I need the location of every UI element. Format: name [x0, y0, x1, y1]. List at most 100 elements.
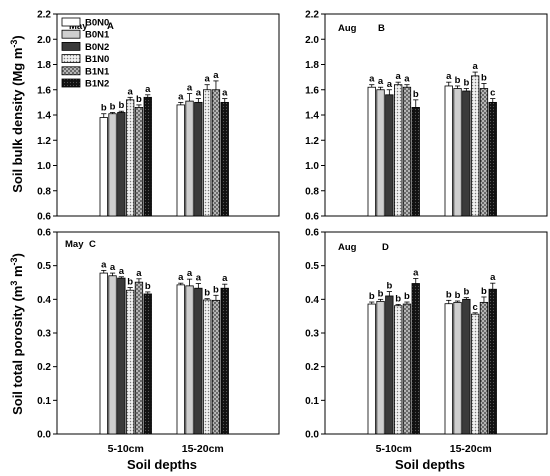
significance-letter: a — [187, 268, 193, 279]
x-category-label: 15-20cm — [182, 443, 224, 455]
bar-b1n2-5-10cm — [143, 293, 152, 435]
significance-letter: a — [490, 272, 496, 283]
y-tick-label: 0.0 — [305, 430, 319, 441]
bar-b0n2-15-20cm — [194, 101, 203, 217]
significance-letter: a — [404, 74, 410, 85]
bar-b0n2-15-20cm — [462, 298, 471, 435]
significance-letter: b — [204, 288, 210, 299]
bar-b1n1-15-20cm — [479, 88, 489, 217]
significance-letter: b — [463, 287, 469, 298]
bar-b0n1-15-20cm — [185, 285, 194, 435]
bar-b0n1-5-10cm — [108, 275, 117, 435]
significance-letter: a — [119, 266, 125, 277]
bar-b0n2-15-20cm — [194, 287, 203, 435]
significance-letter: b — [446, 289, 452, 300]
bar-b1n2-15-20cm — [220, 287, 229, 435]
bar-b1n1-5-10cm — [402, 303, 412, 435]
y-tick-label: 2.2 — [305, 10, 319, 21]
y-tick-label: 1.2 — [37, 136, 51, 147]
bar-b1n2-15-20cm — [220, 101, 229, 217]
significance-letter: a — [222, 88, 228, 99]
significance-letter: b — [404, 291, 410, 302]
significance-letter: b — [145, 281, 151, 292]
significance-letter: a — [187, 83, 193, 94]
y-tick-label: 0.2 — [305, 362, 319, 373]
bar-b1n2-5-10cm — [143, 96, 152, 217]
legend-label-b0n1: B0N1 — [85, 30, 110, 41]
y-tick-label: 0.1 — [37, 396, 51, 407]
significance-letter: b — [395, 293, 401, 304]
significance-letter: b — [136, 94, 142, 105]
legend-label-b0n2: B0N2 — [85, 42, 109, 53]
significance-letter: c — [473, 302, 478, 313]
bar-b0n0-5-10cm — [99, 117, 108, 217]
significance-letter: a — [396, 71, 402, 82]
legend-swatch-b1n0 — [61, 54, 81, 63]
bar-b0n0-5-10cm — [367, 303, 376, 435]
bar-b1n0-5-10cm — [393, 84, 403, 217]
significance-letter: a — [101, 259, 107, 270]
y-tick-label: 0.6 — [37, 212, 51, 223]
panel-letter: B — [378, 23, 385, 34]
significance-letter: b — [369, 291, 375, 302]
bar-b1n1-15-20cm — [211, 299, 221, 435]
significance-letter: a — [178, 272, 184, 283]
bar-b1n2-15-20cm — [488, 101, 497, 217]
bar-b1n1-15-20cm — [479, 301, 489, 435]
y-tick-label: 2.2 — [37, 10, 51, 21]
legend-swatch-b0n1 — [61, 29, 81, 39]
significance-letter: a — [369, 74, 375, 85]
bar-b1n0-5-10cm — [393, 305, 403, 435]
bar-b1n0-15-20cm — [470, 313, 480, 435]
plot-frame — [56, 231, 280, 435]
x-axis-label-right: Soil depths — [395, 457, 465, 472]
significance-letter: a — [378, 76, 384, 87]
legend-label-b1n2: B1N2 — [85, 79, 109, 90]
x-category-label: 5-10cm — [376, 443, 412, 455]
y-tick-label: 0.4 — [305, 295, 319, 306]
bar-b0n2-5-10cm — [385, 295, 394, 435]
month-label: May — [65, 239, 84, 250]
y-tick-label: 2.0 — [37, 35, 51, 46]
significance-letter: b — [386, 281, 392, 292]
significance-letter: b — [378, 288, 384, 299]
significance-letter: b — [213, 284, 219, 295]
y-tick-label: 0.6 — [305, 228, 319, 239]
legend-swatch-b1n2 — [61, 78, 81, 88]
bar-b0n2-5-10cm — [385, 94, 394, 217]
significance-letter: b — [481, 286, 487, 297]
bar-b0n2-5-10cm — [117, 277, 126, 435]
significance-letter: a — [178, 91, 184, 102]
y-tick-label: 0.4 — [37, 295, 51, 306]
significance-letter: a — [387, 79, 393, 90]
y-tick-label: 1.8 — [305, 60, 319, 71]
panel-letter: C — [89, 239, 96, 250]
bar-b1n0-15-20cm — [202, 299, 212, 435]
significance-letter: a — [473, 61, 479, 72]
significance-letter: b — [481, 72, 487, 83]
y-axis-label-porosity: Soil total porosity (m3 m-3) — [9, 253, 25, 415]
legend-label-b1n1: B1N1 — [85, 66, 110, 77]
bar-b0n2-15-20cm — [462, 90, 471, 217]
significance-letter: b — [101, 103, 107, 114]
y-tick-label: 1.4 — [37, 111, 51, 122]
bar-b1n1-15-20cm — [211, 89, 221, 217]
legend-swatch-b1n1 — [61, 66, 81, 76]
bar-b0n1-5-10cm — [376, 89, 385, 217]
bar-b0n0-15-20cm — [444, 85, 453, 217]
y-tick-label: 1.8 — [37, 60, 51, 71]
bar-b0n0-15-20cm — [176, 104, 185, 217]
x-category-label: 15-20cm — [450, 443, 492, 455]
panel-letter: D — [382, 242, 389, 253]
y-tick-label: 1.6 — [37, 85, 51, 96]
significance-letter: a — [446, 71, 452, 82]
y-tick-label: 0.6 — [37, 228, 51, 239]
plot-frame — [324, 13, 548, 217]
month-label: Aug — [338, 242, 357, 253]
significance-letter: b — [455, 290, 461, 301]
significance-letter: b — [118, 100, 124, 111]
bar-b0n1-15-20cm — [453, 88, 462, 217]
